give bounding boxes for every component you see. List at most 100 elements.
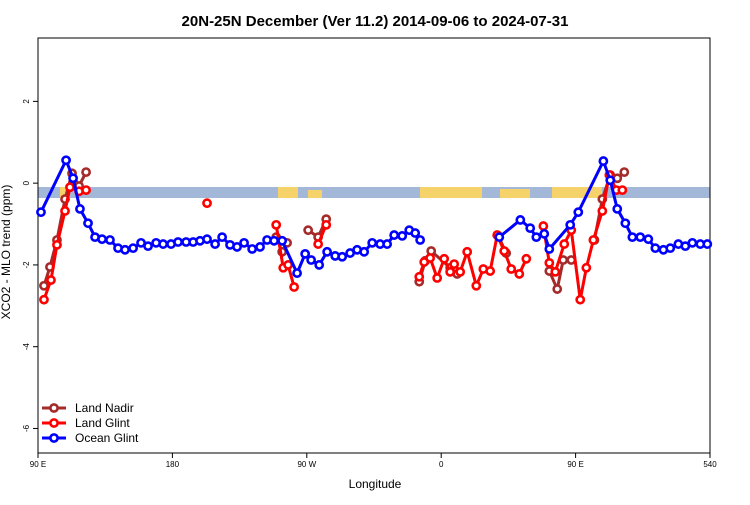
data-point xyxy=(485,266,496,276)
data-point xyxy=(597,206,608,216)
data-point xyxy=(292,268,302,278)
data-point xyxy=(575,294,586,305)
data-point xyxy=(314,260,325,270)
data-point xyxy=(367,237,378,248)
y-tick-label: 0 xyxy=(22,180,31,185)
data-point xyxy=(65,182,75,193)
data-point xyxy=(494,232,505,243)
data-point xyxy=(52,239,62,250)
y-tick-label: -2 xyxy=(22,261,31,269)
data-point xyxy=(289,282,300,292)
data-point xyxy=(61,155,71,166)
data-point xyxy=(81,167,91,178)
data-point xyxy=(60,206,70,216)
y-tick-label: -6 xyxy=(22,424,31,432)
data-point xyxy=(277,235,288,246)
data-point xyxy=(650,243,661,254)
data-point xyxy=(303,225,314,236)
data-point xyxy=(143,241,153,252)
data-point xyxy=(559,239,570,249)
x-tick-label: 0 xyxy=(439,460,444,469)
data-point xyxy=(525,223,536,234)
legend-marker xyxy=(49,403,59,413)
data-point xyxy=(598,156,609,166)
data-point xyxy=(75,204,85,214)
data-point xyxy=(269,235,279,246)
data-point xyxy=(471,280,482,291)
y-axis-label: XCO2 - MLO trend (ppm) xyxy=(0,185,13,320)
data-point xyxy=(313,239,324,249)
data-point xyxy=(128,243,139,254)
y-tick-label: -4 xyxy=(22,343,31,351)
data-point xyxy=(247,244,258,254)
data-point xyxy=(445,266,456,277)
data-point xyxy=(550,266,561,277)
data-point xyxy=(210,239,221,249)
data-point xyxy=(544,257,555,268)
data-point xyxy=(68,173,78,184)
data-point xyxy=(415,235,426,245)
data-point xyxy=(120,244,130,255)
data-point xyxy=(617,185,628,195)
data-point xyxy=(414,271,425,282)
data-point xyxy=(515,215,526,225)
data-point xyxy=(255,242,265,252)
data-point xyxy=(202,234,212,245)
x-tick-label: 180 xyxy=(166,460,180,469)
data-point xyxy=(581,262,592,273)
data-point xyxy=(202,198,212,209)
data-point xyxy=(449,259,460,270)
data-point xyxy=(439,253,450,264)
y-tick-label: 2 xyxy=(22,99,31,104)
data-point xyxy=(337,251,348,262)
data-point xyxy=(620,218,631,229)
data-point xyxy=(702,239,713,249)
data-point xyxy=(321,219,332,230)
data-point xyxy=(619,167,630,178)
data-point xyxy=(552,284,563,294)
data-point xyxy=(97,234,107,245)
data-point xyxy=(539,228,550,239)
data-point xyxy=(643,234,654,245)
data-point xyxy=(382,239,393,249)
data-point xyxy=(627,232,638,243)
data-point xyxy=(565,219,576,230)
x-tick-label: 540 xyxy=(703,460,717,469)
data-point xyxy=(217,232,228,243)
data-point xyxy=(232,242,242,252)
data-point xyxy=(432,273,443,283)
data-point xyxy=(389,230,400,240)
data-point xyxy=(359,246,370,257)
x-axis-label: Longitude xyxy=(349,477,402,491)
data-point xyxy=(306,255,317,265)
data-point xyxy=(39,294,49,305)
data-point xyxy=(573,207,584,218)
data-point xyxy=(81,185,91,195)
x-tick-label: 90 W xyxy=(297,460,316,469)
data-point xyxy=(687,237,698,248)
x-tick-label: 90 E xyxy=(567,460,583,469)
data-point xyxy=(300,248,311,259)
data-point xyxy=(612,204,623,214)
data-point xyxy=(499,246,510,256)
data-point xyxy=(397,230,408,241)
legend-label: Ocean Glint xyxy=(75,431,139,445)
data-point xyxy=(410,228,421,238)
data-point xyxy=(105,235,115,245)
data-point xyxy=(158,239,169,249)
data-point xyxy=(514,269,525,279)
data-point xyxy=(538,221,549,231)
data-point xyxy=(635,232,646,243)
data-point xyxy=(531,232,542,243)
data-point xyxy=(462,246,473,257)
data-point xyxy=(544,244,555,254)
data-point xyxy=(46,275,56,285)
data-point xyxy=(239,237,249,248)
data-point xyxy=(521,253,532,264)
data-point xyxy=(36,207,46,218)
data-point xyxy=(455,266,466,277)
legend-label: Land Glint xyxy=(75,416,130,430)
data-point xyxy=(173,237,183,247)
data-point xyxy=(271,219,282,230)
